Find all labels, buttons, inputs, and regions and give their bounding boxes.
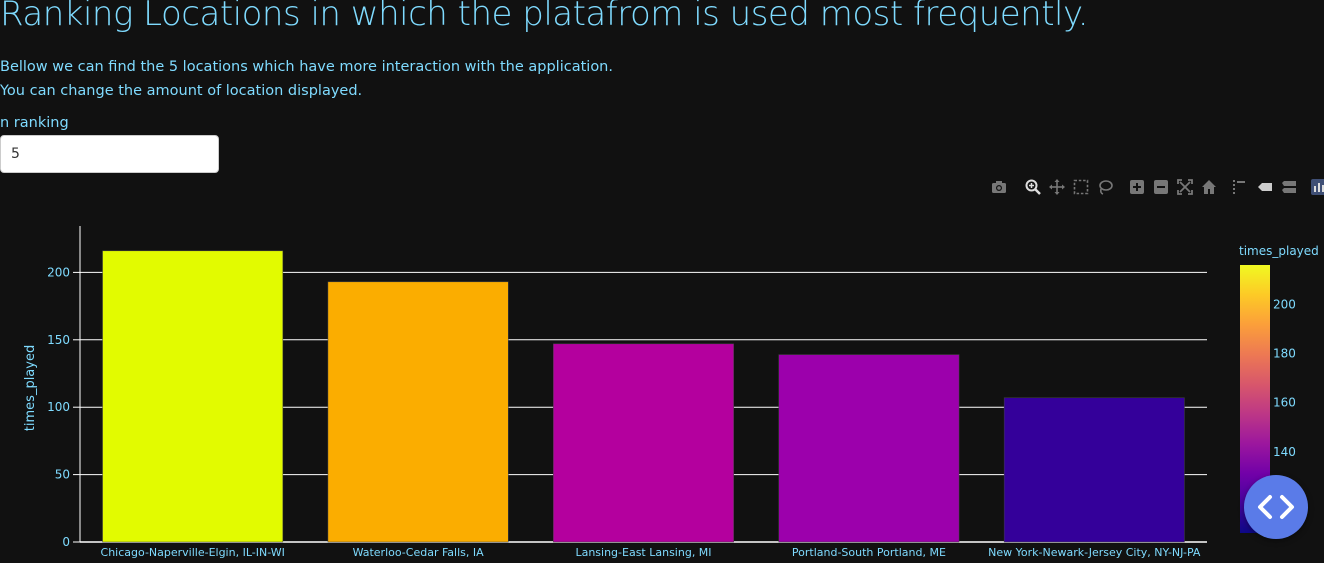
pan-icon[interactable] (1048, 178, 1066, 196)
colorbar-tick-label: 140 (1273, 445, 1296, 459)
y-tick-label: 150 (47, 333, 70, 347)
zoom-icon[interactable] (1024, 178, 1042, 196)
code-brackets-icon (1258, 495, 1294, 519)
plotly-logo-icon[interactable] (1310, 178, 1324, 196)
code-toggle-button[interactable] (1244, 475, 1308, 539)
spike-lines-icon[interactable] (1230, 178, 1248, 196)
x-tick-label: Chicago-Naperville-Elgin, IL-IN-WI (101, 546, 285, 559)
n-ranking-input[interactable] (0, 135, 219, 173)
x-tick-label: Waterloo-Cedar Falls, IA (353, 546, 485, 559)
n-ranking-label: n ranking (0, 115, 69, 131)
colorbar-tick-label: 200 (1273, 297, 1296, 311)
zoom-out-icon[interactable] (1152, 178, 1170, 196)
colorbar-title: times_played (1239, 244, 1319, 258)
hover-compare-icon[interactable] (1280, 178, 1298, 196)
autoscale-icon[interactable] (1176, 178, 1194, 196)
lasso-select-icon[interactable] (1096, 178, 1114, 196)
description-line-2: You can change the amount of location di… (0, 83, 363, 99)
bar-chart: 0 50 100 150 200 times_played Chicago-Napervil… (23, 226, 1319, 559)
reset-axes-icon[interactable] (1200, 178, 1218, 196)
zoom-in-icon[interactable] (1128, 178, 1146, 196)
bar-1 (102, 250, 284, 543)
camera-icon[interactable] (990, 178, 1008, 196)
colorbar-tick-label: 160 (1273, 396, 1296, 410)
page-title: Ranking Locations in which the platafrom… (0, 0, 1089, 34)
y-tick-label: 100 (47, 400, 70, 414)
description-line-1: Bellow we can find the 5 locations which… (0, 59, 613, 75)
x-tick-label: New York-Newark-Jersey City, NY-NJ-PA (988, 546, 1201, 559)
hover-closest-icon[interactable] (1256, 178, 1274, 196)
bar-4 (778, 354, 960, 543)
x-tick-label: Lansing-East Lansing, MI (575, 546, 711, 559)
colorbar-tick-label: 180 (1273, 347, 1296, 361)
y-tick-label: 0 (62, 535, 70, 549)
box-select-icon[interactable] (1072, 178, 1090, 196)
x-tick-label: Portland-South Portland, ME (792, 546, 946, 559)
y-tick-label: 200 (47, 265, 70, 279)
bar-5 (1003, 397, 1185, 543)
y-tick-label: 50 (55, 468, 70, 482)
y-axis-label: times_played (23, 345, 38, 431)
bar-3 (553, 343, 734, 543)
bar-2 (327, 281, 509, 543)
